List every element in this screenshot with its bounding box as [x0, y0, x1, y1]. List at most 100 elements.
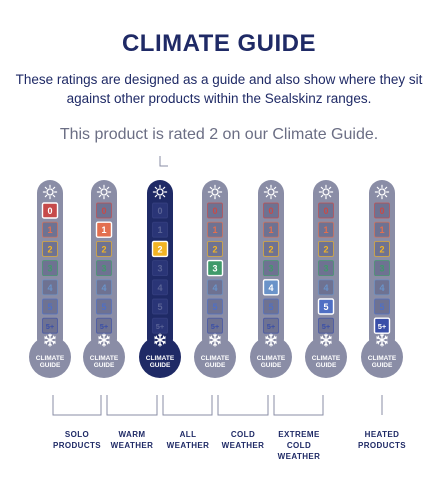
- level-box-5+: [152, 317, 168, 334]
- level-box-1: [207, 221, 223, 238]
- category-bracket: [106, 395, 158, 416]
- thermometer-3: CLIMATE GUIDE 0 1 2 3 4 5 5+: [194, 180, 236, 378]
- level-label-0: 0: [157, 206, 162, 216]
- bulb-label: CLIMATE GUIDE: [36, 355, 65, 369]
- subtitle: These ratings are designed as a guide an…: [15, 72, 423, 106]
- thermometer-bulb: [361, 336, 403, 378]
- level-label-4: 4: [101, 283, 106, 293]
- level-label-2: 2: [101, 244, 106, 254]
- level-label-5+: 5+: [46, 322, 55, 331]
- level-box-5: [374, 298, 390, 315]
- thermometer-4: CLIMATE GUIDE 0 1 2 3 4 5 5+: [250, 180, 292, 378]
- level-box-3: [206, 259, 224, 277]
- sun-icon: [152, 184, 168, 200]
- category-label: HEATED PRODUCTS: [357, 430, 407, 450]
- snowflake-icon: [154, 333, 166, 347]
- level-label-0: 0: [47, 206, 52, 216]
- snowflake-icon: [44, 333, 56, 347]
- level-label-4: 4: [379, 283, 384, 293]
- level-label-2: 2: [379, 244, 384, 254]
- level-label-3: 3: [47, 264, 52, 274]
- snowflake-icon: [376, 333, 388, 347]
- level-label-3: 3: [323, 264, 328, 274]
- rating-pointer: [159, 156, 168, 167]
- level-box-3: [42, 260, 58, 277]
- level-box-5+: [96, 317, 112, 334]
- level-box-1: [318, 221, 334, 238]
- level-label-5+: 5+: [211, 322, 220, 331]
- level-label-0: 0: [379, 206, 384, 216]
- level-box-4: [207, 279, 223, 296]
- level-box-5: [42, 298, 58, 315]
- level-box-3: [374, 260, 390, 277]
- level-label-5+: 5+: [100, 322, 109, 331]
- sun-icon: [263, 184, 279, 200]
- bulb-label: CLIMATE GUIDE: [201, 355, 230, 369]
- level-box-5+: [373, 317, 391, 334]
- level-box-5: [207, 298, 223, 315]
- category-bracket: [52, 395, 102, 416]
- level-label-4: 4: [157, 283, 162, 293]
- level-box-1: [374, 221, 390, 238]
- sun-icon: [207, 184, 223, 200]
- level-box-4: [96, 279, 112, 296]
- level-box-4: [262, 279, 280, 296]
- level-box-5+: [318, 317, 334, 334]
- level-box-0: [263, 202, 279, 219]
- level-box-5+: [263, 317, 279, 334]
- level-label-5: 5: [101, 302, 106, 312]
- category-bracket: [273, 395, 324, 416]
- level-box-0: [207, 202, 223, 219]
- level-label-3: 3: [212, 264, 217, 274]
- level-box-4: [152, 279, 168, 296]
- level-box-5: [263, 298, 279, 315]
- snowflake-icon: [209, 333, 221, 347]
- level-label-3: 3: [268, 264, 273, 274]
- level-box-3: [96, 260, 112, 277]
- thermometer-bulb: [139, 336, 181, 378]
- level-box-5: [317, 298, 335, 315]
- thermometer-bulb: [250, 336, 292, 378]
- level-label-3: 3: [379, 264, 384, 274]
- bulb-label: CLIMATE GUIDE: [90, 355, 119, 369]
- thermometer-0: CLIMATE GUIDE 0 1 2 3 4 5 5+: [29, 180, 71, 378]
- level-box-2: [374, 240, 390, 257]
- thermometer-bulb: [305, 336, 347, 378]
- thermometer-2: CLIMATE GUIDE 0 1 2 3 4 5 5+: [139, 180, 181, 378]
- bulb-label: CLIMATE GUIDE: [368, 355, 397, 369]
- level-box-2: [151, 240, 169, 258]
- page-title: CLIMATE GUIDE: [121, 30, 317, 57]
- level-box-1: [263, 221, 279, 238]
- level-label-4: 4: [268, 283, 273, 293]
- level-label-2: 2: [323, 244, 328, 254]
- level-box-0: [374, 202, 390, 219]
- level-box-2: [42, 240, 58, 257]
- product-rating-text: This product is rated 2 on our Climate G…: [59, 126, 379, 143]
- level-label-1: 1: [157, 225, 162, 235]
- level-label-4: 4: [323, 283, 328, 293]
- level-label-0: 0: [323, 206, 328, 216]
- snowflake-icon: [98, 333, 110, 347]
- bulb-label: CLIMATE GUIDE: [146, 355, 175, 369]
- level-label-1: 1: [212, 225, 217, 235]
- level-label-1: 1: [101, 225, 106, 235]
- level-box-0: [41, 202, 59, 219]
- thermometer-5: CLIMATE GUIDE 0 1 2 3 4 5 5+: [305, 180, 347, 378]
- level-box-0: [96, 202, 112, 219]
- thermometer-bulb: [83, 336, 125, 378]
- category-bracket: [162, 395, 213, 416]
- sun-icon: [96, 184, 112, 200]
- level-box-0: [152, 202, 168, 219]
- snowflake-icon: [265, 333, 277, 347]
- category-label: ALL WEATHER: [166, 430, 210, 450]
- level-label-2: 2: [212, 244, 217, 254]
- level-label-3: 3: [101, 264, 106, 274]
- level-box-5+: [42, 317, 58, 334]
- thermometer-1: CLIMATE GUIDE 0 1 2 3 4 5 5+: [83, 180, 125, 378]
- level-box-2: [263, 240, 279, 257]
- level-label-5: 5: [323, 302, 328, 312]
- level-box-2: [207, 240, 223, 257]
- level-box-2: [96, 240, 112, 257]
- level-box-4: [318, 279, 334, 296]
- level-label-5+: 5+: [156, 322, 165, 331]
